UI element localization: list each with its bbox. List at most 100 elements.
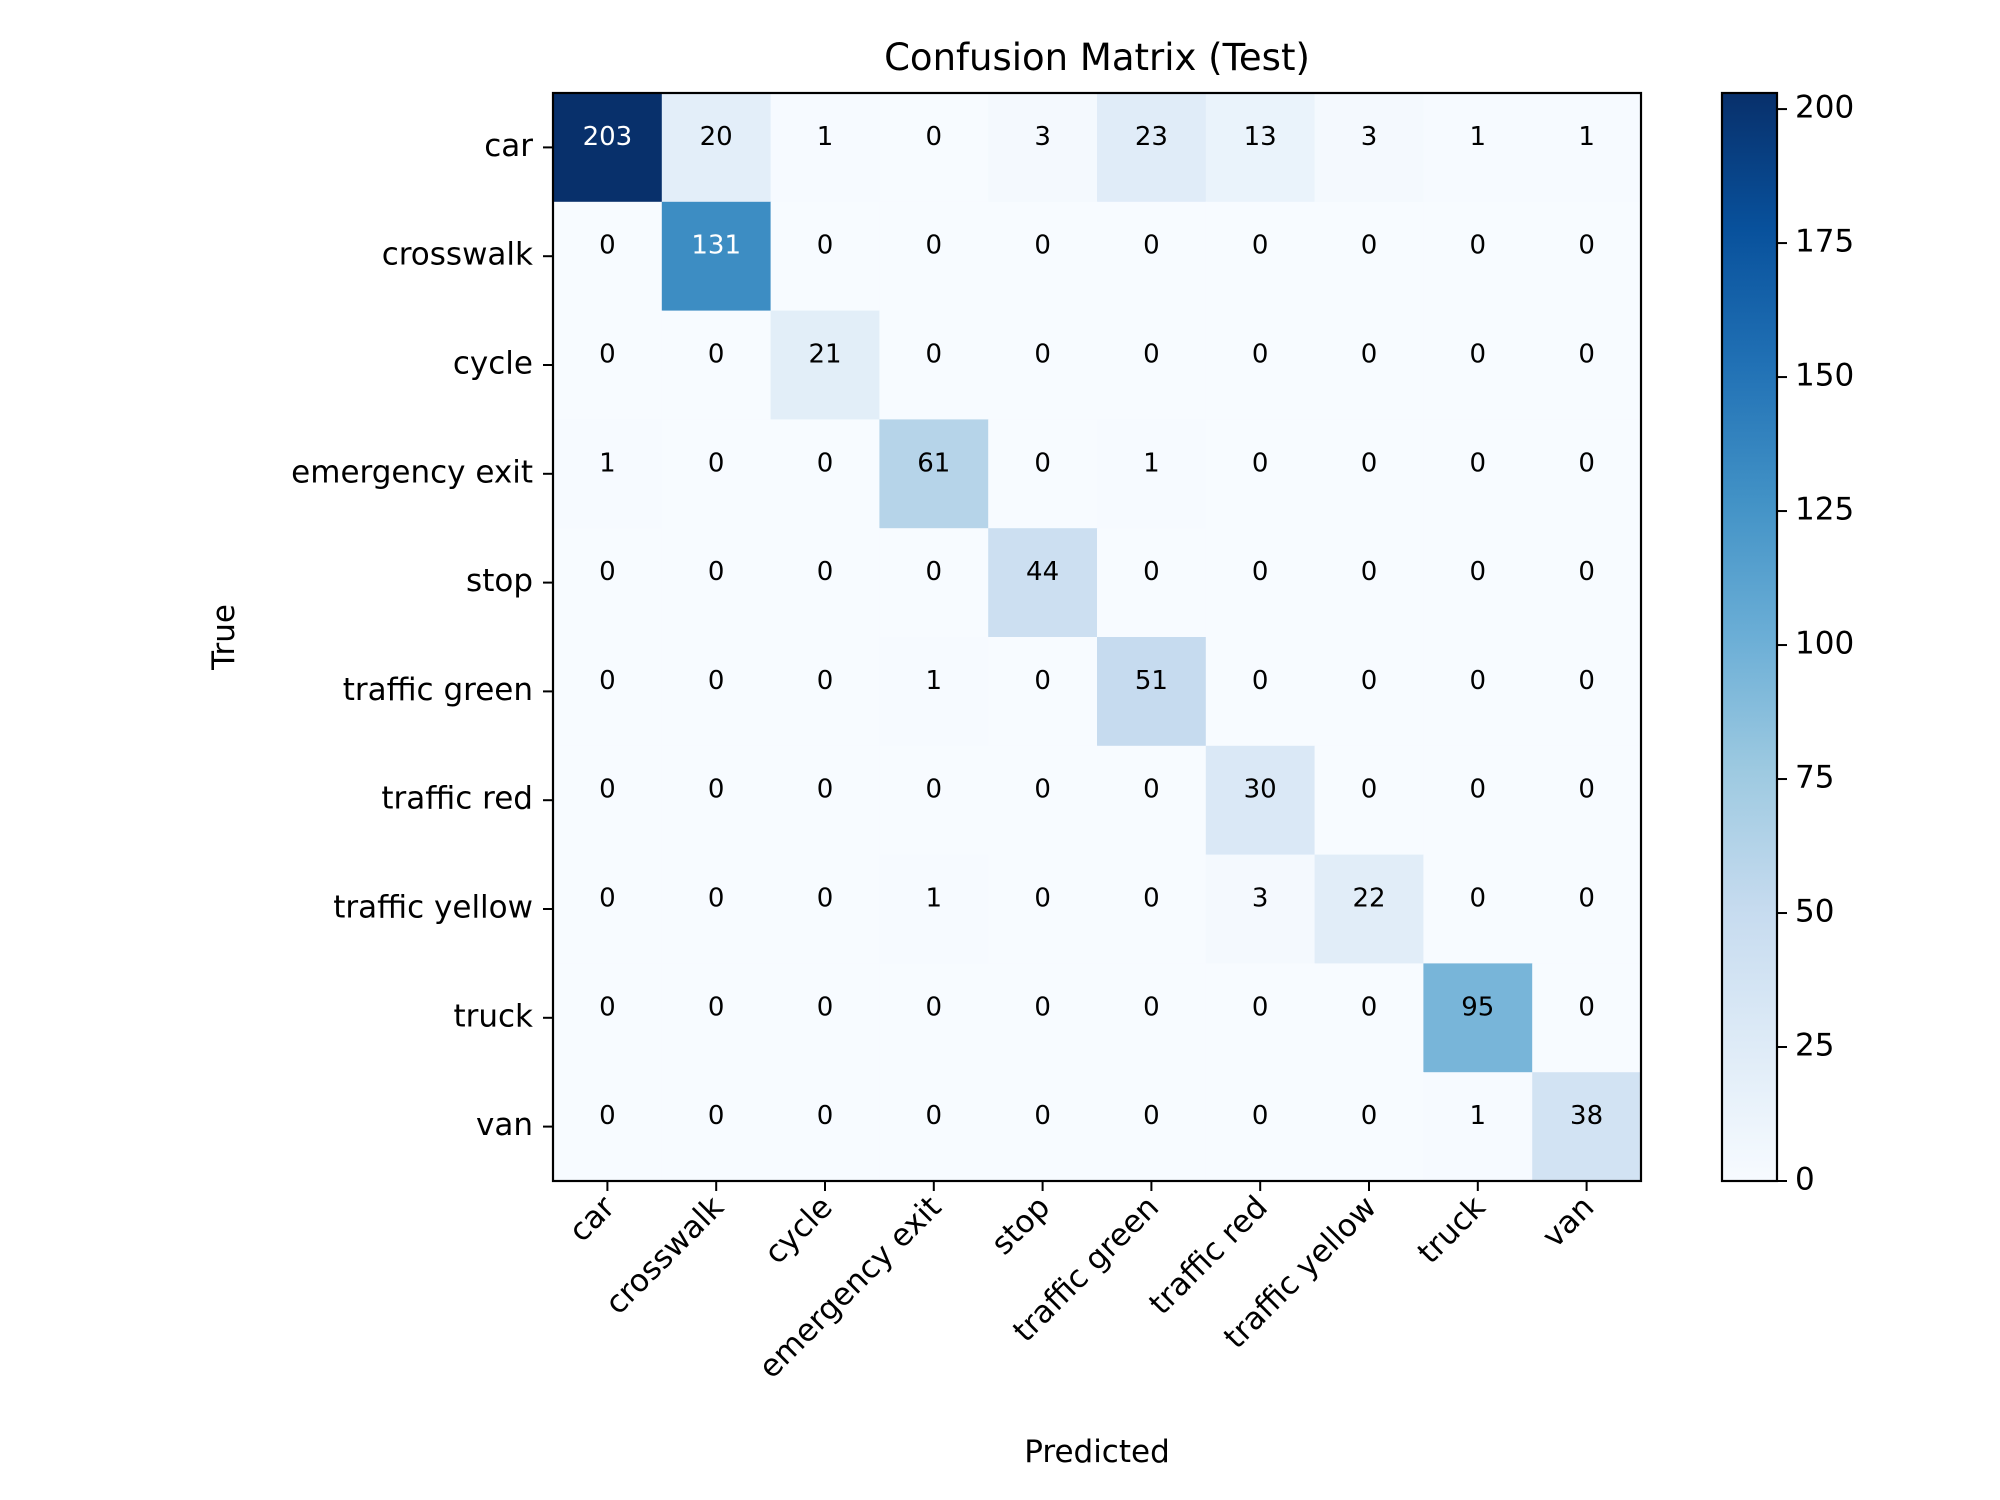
cell-value-label: 0 bbox=[926, 992, 943, 1022]
heatmap-cell bbox=[1314, 528, 1424, 638]
chart-title: Confusion Matrix (Test) bbox=[884, 36, 1310, 79]
heatmap-cell bbox=[770, 854, 880, 964]
heatmap-cell bbox=[879, 637, 989, 747]
heatmap-cell bbox=[988, 1072, 1098, 1182]
cell-value-label: 0 bbox=[1578, 992, 1595, 1022]
y-tick-label: van bbox=[476, 1107, 533, 1143]
heatmap-cell bbox=[661, 745, 772, 856]
heatmap-cell bbox=[661, 963, 772, 1073]
heatmap-cell bbox=[879, 1072, 989, 1182]
heatmap-cell bbox=[553, 745, 663, 856]
cell-value-label: 0 bbox=[1034, 231, 1051, 261]
heatmap-cell bbox=[553, 637, 663, 747]
cell-value-label: 0 bbox=[708, 1101, 725, 1131]
heatmap-cell bbox=[661, 854, 772, 964]
cell-value-label: 0 bbox=[1143, 557, 1160, 587]
x-tick-label: van bbox=[1535, 1189, 1601, 1255]
heatmap-cell bbox=[1423, 637, 1533, 747]
heatmap-cell bbox=[988, 419, 1098, 529]
heatmap-cell bbox=[1314, 854, 1424, 964]
heatmap-cell bbox=[879, 419, 989, 529]
cell-value-label: 0 bbox=[817, 775, 834, 805]
y-tick-label: car bbox=[484, 128, 533, 164]
cell-value-label: 1 bbox=[1470, 1101, 1487, 1131]
cell-value-label: 0 bbox=[708, 340, 725, 370]
heatmap-cell bbox=[661, 419, 772, 529]
heatmap-cell bbox=[661, 201, 772, 312]
cell-value-label: 1 bbox=[926, 666, 943, 696]
heatmap-cell bbox=[1532, 93, 1642, 203]
cell-value-label: 1 bbox=[1470, 122, 1487, 152]
heatmap-cell bbox=[661, 1072, 772, 1182]
cell-value-label: 0 bbox=[926, 340, 943, 370]
cell-value-label: 21 bbox=[808, 340, 841, 370]
heatmap-cell bbox=[1423, 854, 1533, 964]
heatmap-cell bbox=[1097, 963, 1207, 1073]
heatmap-cell bbox=[1532, 201, 1642, 312]
heatmap-cell bbox=[1532, 310, 1642, 420]
heatmap-cell bbox=[988, 201, 1098, 312]
cell-value-label: 0 bbox=[708, 448, 725, 478]
heatmap-cell bbox=[553, 528, 663, 638]
heatmap-cell bbox=[988, 963, 1098, 1073]
colorbar bbox=[1720, 91, 1779, 1183]
cell-value-label: 30 bbox=[1244, 775, 1277, 805]
heatmap-cell bbox=[879, 310, 989, 420]
heatmap-cell bbox=[879, 745, 989, 856]
cell-value-label: 0 bbox=[1361, 775, 1378, 805]
cell-value-label: 0 bbox=[1143, 1101, 1160, 1131]
heatmap-cell bbox=[988, 528, 1098, 638]
heatmap-cell bbox=[1097, 310, 1207, 420]
y-tick-label: truck bbox=[453, 998, 533, 1034]
cell-value-label: 0 bbox=[599, 666, 616, 696]
heatmap-cell bbox=[1205, 310, 1316, 420]
cell-value-label: 0 bbox=[1143, 884, 1160, 914]
cell-value-label: 0 bbox=[817, 992, 834, 1022]
cell-value-label: 0 bbox=[1252, 557, 1269, 587]
heatmap-cell bbox=[1532, 963, 1642, 1073]
y-tick-label: traffic red bbox=[381, 781, 533, 817]
heatmap-cell bbox=[1205, 1072, 1316, 1182]
heatmap-cell bbox=[1532, 1072, 1642, 1182]
cell-value-label: 0 bbox=[1578, 666, 1595, 696]
heatmap-cell bbox=[553, 1072, 663, 1182]
cell-value-label: 0 bbox=[708, 775, 725, 805]
cell-value-label: 1 bbox=[1578, 122, 1595, 152]
cell-value-label: 38 bbox=[1570, 1101, 1603, 1131]
colorbar-tick-label: 125 bbox=[1795, 492, 1854, 528]
heatmap-cell bbox=[1314, 310, 1424, 420]
cell-value-label: 0 bbox=[1361, 666, 1378, 696]
heatmap-cell bbox=[1423, 528, 1533, 638]
heatmap-cell bbox=[1205, 637, 1316, 747]
heatmap-cell bbox=[770, 963, 880, 1073]
cell-value-label: 0 bbox=[817, 557, 834, 587]
heatmap-cell bbox=[988, 93, 1098, 203]
y-tick-label: cycle bbox=[453, 346, 533, 382]
heatmap-cell bbox=[1097, 745, 1207, 856]
heatmap-cell bbox=[1205, 854, 1316, 964]
colorbar-tick-label: 150 bbox=[1795, 358, 1854, 394]
heatmap-cells bbox=[553, 93, 1642, 1182]
cell-value-label: 0 bbox=[926, 1101, 943, 1131]
heatmap-cell bbox=[1097, 854, 1207, 964]
cell-value-label: 13 bbox=[1244, 122, 1277, 152]
y-tick-label: traffic green bbox=[343, 672, 533, 708]
cell-value-label: 0 bbox=[1361, 448, 1378, 478]
cell-value-label: 0 bbox=[1034, 1101, 1051, 1131]
cell-value-label: 0 bbox=[599, 1101, 616, 1131]
cell-value-label: 131 bbox=[691, 231, 741, 261]
heatmap-cell bbox=[1423, 745, 1533, 856]
cell-value-label: 0 bbox=[1143, 231, 1160, 261]
y-tick-label: stop bbox=[466, 563, 533, 599]
x-axis-label: Predicted bbox=[1024, 1434, 1170, 1470]
heatmap-cell bbox=[661, 528, 772, 638]
colorbar-tick-label: 25 bbox=[1795, 1028, 1834, 1064]
heatmap-cell bbox=[661, 93, 772, 203]
cell-value-label: 0 bbox=[817, 231, 834, 261]
cell-value-label: 0 bbox=[599, 557, 616, 587]
colorbar-tick-label: 50 bbox=[1795, 894, 1834, 930]
cell-value-label: 0 bbox=[1578, 557, 1595, 587]
heatmap-cell bbox=[1314, 637, 1424, 747]
cell-value-label: 1 bbox=[599, 448, 616, 478]
